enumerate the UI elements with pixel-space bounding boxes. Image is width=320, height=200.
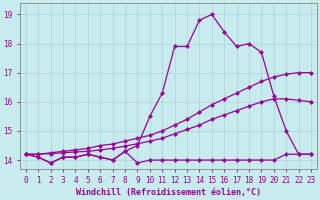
X-axis label: Windchill (Refroidissement éolien,°C): Windchill (Refroidissement éolien,°C) bbox=[76, 188, 261, 197]
